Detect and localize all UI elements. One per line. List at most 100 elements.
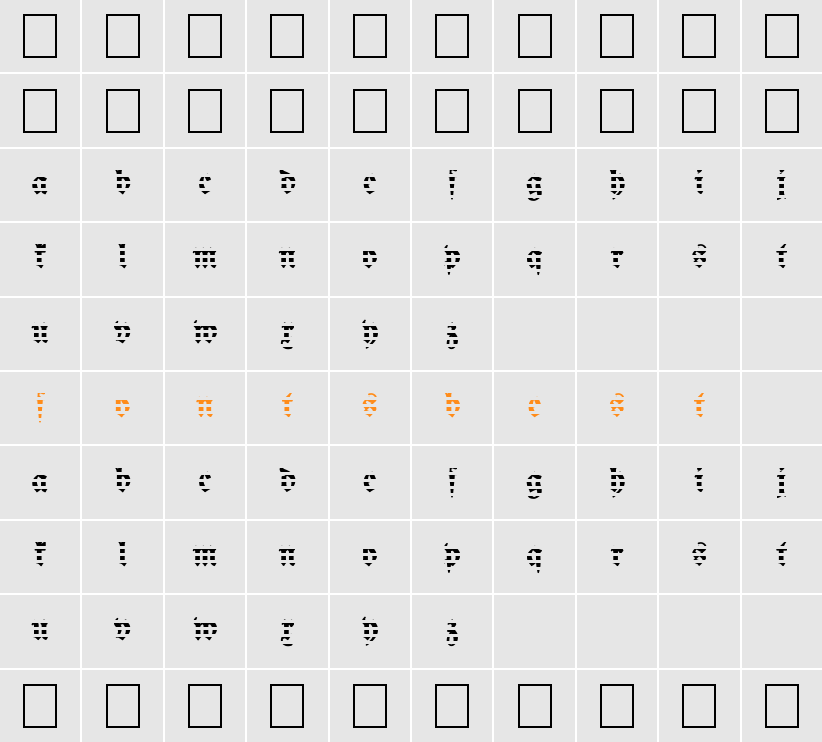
grid-cell: x — [247, 298, 327, 370]
glyph-k: k — [34, 241, 46, 277]
empty-glyph-box — [188, 89, 222, 133]
glyph-b: b — [115, 465, 131, 501]
empty-glyph-box — [188, 684, 222, 728]
glyph-n: n — [278, 539, 296, 575]
empty-glyph-box — [600, 89, 634, 133]
empty-glyph-box — [765, 14, 799, 58]
grid-cell: j — [742, 149, 822, 221]
grid-cell — [742, 595, 822, 667]
grid-cell — [330, 0, 410, 72]
glyph-w: w — [193, 613, 218, 649]
empty-glyph-box — [106, 14, 140, 58]
glyph-m: m — [192, 539, 218, 575]
grid-cell: k — [0, 223, 80, 295]
empty-glyph-box — [518, 684, 552, 728]
empty-glyph-box — [353, 684, 387, 728]
grid-cell: r — [577, 521, 657, 593]
grid-cell: h — [577, 446, 657, 518]
glyph-p: p — [444, 539, 460, 575]
glyph-e: e — [363, 465, 376, 501]
glyph-n: n — [278, 241, 296, 277]
glyph-s: s — [609, 390, 624, 426]
empty-glyph-box — [682, 14, 716, 58]
glyph-s: s — [692, 241, 707, 277]
grid-cell — [247, 0, 327, 72]
grid-cell — [0, 0, 80, 72]
grid-cell — [494, 0, 574, 72]
grid-cell: q — [494, 521, 574, 593]
glyph-h: h — [609, 465, 625, 501]
empty-glyph-box — [435, 89, 469, 133]
grid-cell: o — [82, 372, 162, 444]
grid-cell: s — [659, 223, 739, 295]
grid-cell: b — [82, 149, 162, 221]
grid-cell: g — [494, 149, 574, 221]
grid-cell — [577, 595, 657, 667]
glyph-s: s — [362, 390, 377, 426]
empty-glyph-box — [600, 684, 634, 728]
grid-cell: g — [494, 446, 574, 518]
empty-glyph-box — [106, 89, 140, 133]
grid-cell: h — [577, 149, 657, 221]
grid-cell: e — [494, 372, 574, 444]
grid-cell: c — [165, 149, 245, 221]
glyph-o: o — [362, 539, 377, 575]
glyph-c: c — [199, 465, 212, 501]
glyph-t: t — [776, 241, 787, 277]
glyph-x: x — [280, 316, 294, 352]
empty-glyph-box — [682, 89, 716, 133]
glyph-k: k — [34, 539, 46, 575]
glyph-j: j — [777, 167, 786, 203]
grid-cell — [0, 670, 80, 742]
grid-cell: i — [659, 149, 739, 221]
grid-cell: t — [247, 372, 327, 444]
glyph-v: v — [114, 316, 130, 352]
grid-cell: d — [247, 446, 327, 518]
glyph-u: u — [31, 316, 49, 352]
grid-cell — [165, 0, 245, 72]
glyph-b: b — [444, 390, 460, 426]
glyph-t: t — [694, 390, 705, 426]
grid-cell: q — [494, 223, 574, 295]
grid-cell: s — [330, 372, 410, 444]
glyph-x: x — [280, 613, 294, 649]
grid-cell — [494, 298, 574, 370]
grid-cell — [0, 74, 80, 146]
grid-cell — [165, 74, 245, 146]
grid-cell — [742, 0, 822, 72]
grid-cell: e — [330, 149, 410, 221]
empty-glyph-box — [23, 684, 57, 728]
grid-cell: a — [0, 446, 80, 518]
grid-cell: v — [82, 298, 162, 370]
empty-glyph-box — [518, 14, 552, 58]
grid-cell: m — [165, 223, 245, 295]
grid-cell: b — [82, 446, 162, 518]
grid-cell: t — [659, 372, 739, 444]
grid-cell: k — [0, 521, 80, 593]
grid-cell: f — [412, 149, 492, 221]
glyph-l: l — [118, 241, 128, 277]
grid-cell — [412, 0, 492, 72]
grid-cell: s — [659, 521, 739, 593]
grid-cell — [494, 74, 574, 146]
grid-cell — [330, 74, 410, 146]
glyph-l: l — [118, 539, 128, 575]
glyph-e: e — [528, 390, 541, 426]
glyph-grid: abcdefghijklmnopqrstuvwxyzfontsbestabcde… — [0, 0, 822, 742]
grid-cell: v — [82, 595, 162, 667]
glyph-o: o — [362, 241, 377, 277]
grid-cell: j — [742, 446, 822, 518]
grid-cell: t — [742, 521, 822, 593]
empty-glyph-box — [270, 89, 304, 133]
empty-glyph-box — [270, 684, 304, 728]
glyph-m: m — [192, 241, 218, 277]
grid-cell — [742, 372, 822, 444]
empty-glyph-box — [188, 14, 222, 58]
glyph-f: f — [448, 167, 457, 203]
grid-cell — [165, 670, 245, 742]
glyph-p: p — [444, 241, 460, 277]
grid-cell: z — [412, 298, 492, 370]
grid-cell — [659, 670, 739, 742]
grid-cell — [494, 670, 574, 742]
empty-glyph-box — [23, 89, 57, 133]
